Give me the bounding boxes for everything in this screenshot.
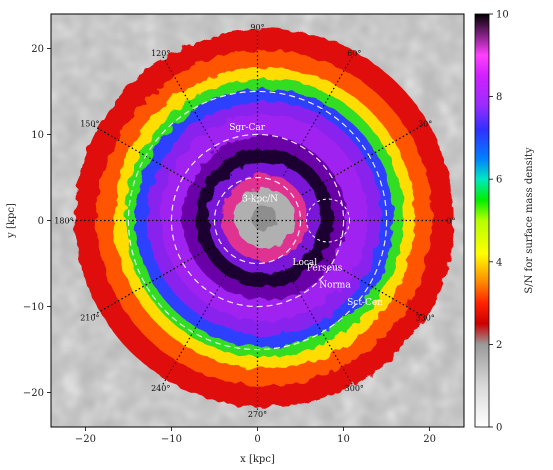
angle-ray [282, 56, 353, 177]
x-tick-label: 0 [254, 434, 260, 445]
angle-label: 60° [347, 49, 361, 58]
angle-ray [162, 264, 233, 385]
angle-label: 0° [447, 217, 456, 226]
x-axis: −20 −10 0 10 20 [75, 427, 436, 445]
colorbar-tick-label: 6 [496, 175, 502, 186]
angle-label: 240° [151, 384, 170, 393]
angle-ray [282, 264, 353, 385]
angle-ray [301, 245, 422, 316]
angle-label: 150° [80, 120, 99, 129]
y-axis-label: y [kpc] [6, 203, 17, 239]
angle-label: 210° [80, 313, 99, 322]
x-tick-label: 10 [337, 434, 350, 445]
angle-label: 120° [151, 49, 170, 58]
y-tick-label: −10 [23, 302, 44, 313]
angle-ray [162, 56, 233, 177]
angle-ray [93, 245, 214, 316]
angle-label: 300° [345, 384, 364, 393]
x-tick-label: 20 [423, 434, 436, 445]
colorbar-tick-label: 0 [496, 423, 502, 434]
angle-labels: 0° 30° 60° 90° 120° 150° 180° 210° 240° 270° 300° 3… [54, 23, 455, 419]
y-tick-label: 20 [31, 44, 44, 55]
heatmap [51, 14, 464, 427]
colorbar-tick-label: 2 [496, 340, 502, 351]
colorbar-tick-label: 10 [496, 10, 509, 21]
overlay [68, 31, 447, 410]
arm-label: Sct-Cen [347, 298, 383, 308]
angle-label: 180° [54, 217, 73, 226]
reference-circle [213, 176, 302, 265]
arm-label: Local [292, 258, 317, 268]
x-tick-label: −10 [161, 434, 182, 445]
y-tick-label: −20 [23, 388, 44, 399]
y-tick-label: 0 [38, 216, 44, 227]
arm-label: 3-kpc/N [242, 195, 278, 205]
arm-label: Sgr-Car [229, 123, 266, 133]
colorbar-tick-label: 8 [496, 92, 502, 103]
x-axis-label: x [kpc] [240, 454, 275, 465]
colorbar-tick-label: 4 [496, 257, 502, 268]
signal-rings [75, 28, 454, 408]
sun-circle [306, 198, 351, 243]
angle-ray [93, 125, 214, 196]
reference-circle [170, 133, 345, 308]
colorbar-label: S/N for surface mass density [524, 147, 535, 294]
colorbar-ticks: 0 2 4 6 8 10 [489, 10, 509, 434]
angle-label: 330° [416, 313, 435, 322]
angle-label: 30° [418, 120, 432, 129]
y-axis: −20 −10 0 10 20 [23, 44, 51, 399]
x-tick-label: −20 [75, 434, 96, 445]
arm-label: Perseus [307, 263, 343, 273]
y-tick-label: 10 [31, 130, 44, 141]
reference-circle [127, 90, 388, 351]
signal-band [251, 205, 278, 231]
angle-label: 90° [250, 23, 264, 32]
colorbar [474, 13, 490, 428]
arm-label: Norma [319, 281, 351, 291]
angle-label: 270° [248, 410, 267, 419]
angle-ray [301, 125, 422, 196]
